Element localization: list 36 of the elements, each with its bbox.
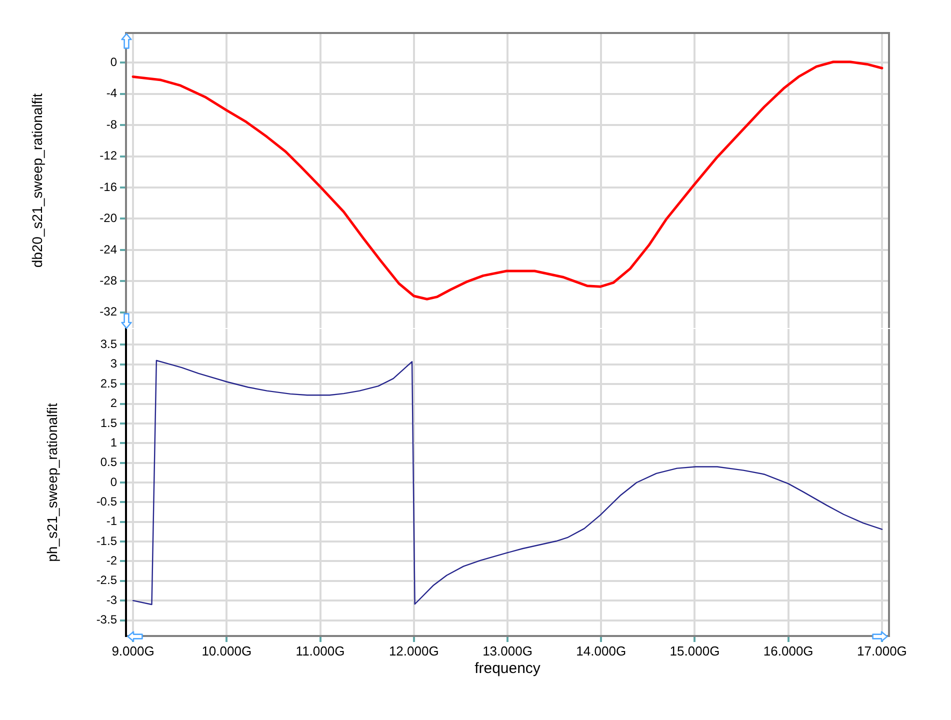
- x-tick-label: 9.000G: [112, 643, 154, 658]
- y-tick-label: -3: [106, 592, 118, 607]
- y-tick-label: -3.5: [96, 612, 118, 627]
- y-tick-label: 0: [110, 54, 118, 69]
- y-tick-label: -16: [100, 180, 118, 194]
- y-tick-label: 0: [110, 474, 118, 489]
- y-tick-label: 2.5: [100, 376, 118, 390]
- y-tick-label: 3.5: [100, 337, 118, 352]
- y-tick-label: 2: [110, 396, 118, 410]
- y-axis-title: db20_s21_sweep_rationalfit: [28, 93, 45, 268]
- y-tick-label: -28: [100, 273, 118, 288]
- x-tick-label: 16.000G: [763, 643, 814, 658]
- y-tick-label: -1: [106, 514, 118, 528]
- y-tick-label: -20: [100, 211, 118, 226]
- y-tick-label: -8: [106, 117, 118, 132]
- y-tick-label: 0.5: [100, 455, 118, 470]
- y-tick-label: -1.5: [96, 534, 118, 548]
- y-tick-label: -0.5: [96, 494, 118, 508]
- y-tick-label: -4: [106, 86, 118, 100]
- y-tick-label: -12: [100, 148, 118, 163]
- x-axis-title: frequency: [474, 660, 541, 678]
- y-tick-label: -2: [106, 554, 118, 568]
- y-tick-label: -24: [100, 242, 118, 256]
- x-tick-label: 14.000G: [576, 643, 626, 658]
- x-tick-label: 17.000G: [857, 643, 907, 658]
- x-tick-label: 15.000G: [670, 643, 720, 658]
- y-tick-label: 1.5: [100, 416, 118, 430]
- y-axis-title: ph_s21_sweep_rationalfit: [44, 403, 60, 562]
- y-tick-label: -2.5: [96, 573, 118, 588]
- x-tick-label: 10.000G: [202, 643, 252, 658]
- y-tick-label: -32: [100, 304, 118, 319]
- x-tick-label: 12.000G: [388, 643, 439, 658]
- x-tick-label: 11.000G: [296, 643, 345, 658]
- x-tick-label: 13.000G: [482, 643, 532, 658]
- y-tick-label: 3: [110, 356, 118, 371]
- y-tick-label: 1: [110, 435, 118, 450]
